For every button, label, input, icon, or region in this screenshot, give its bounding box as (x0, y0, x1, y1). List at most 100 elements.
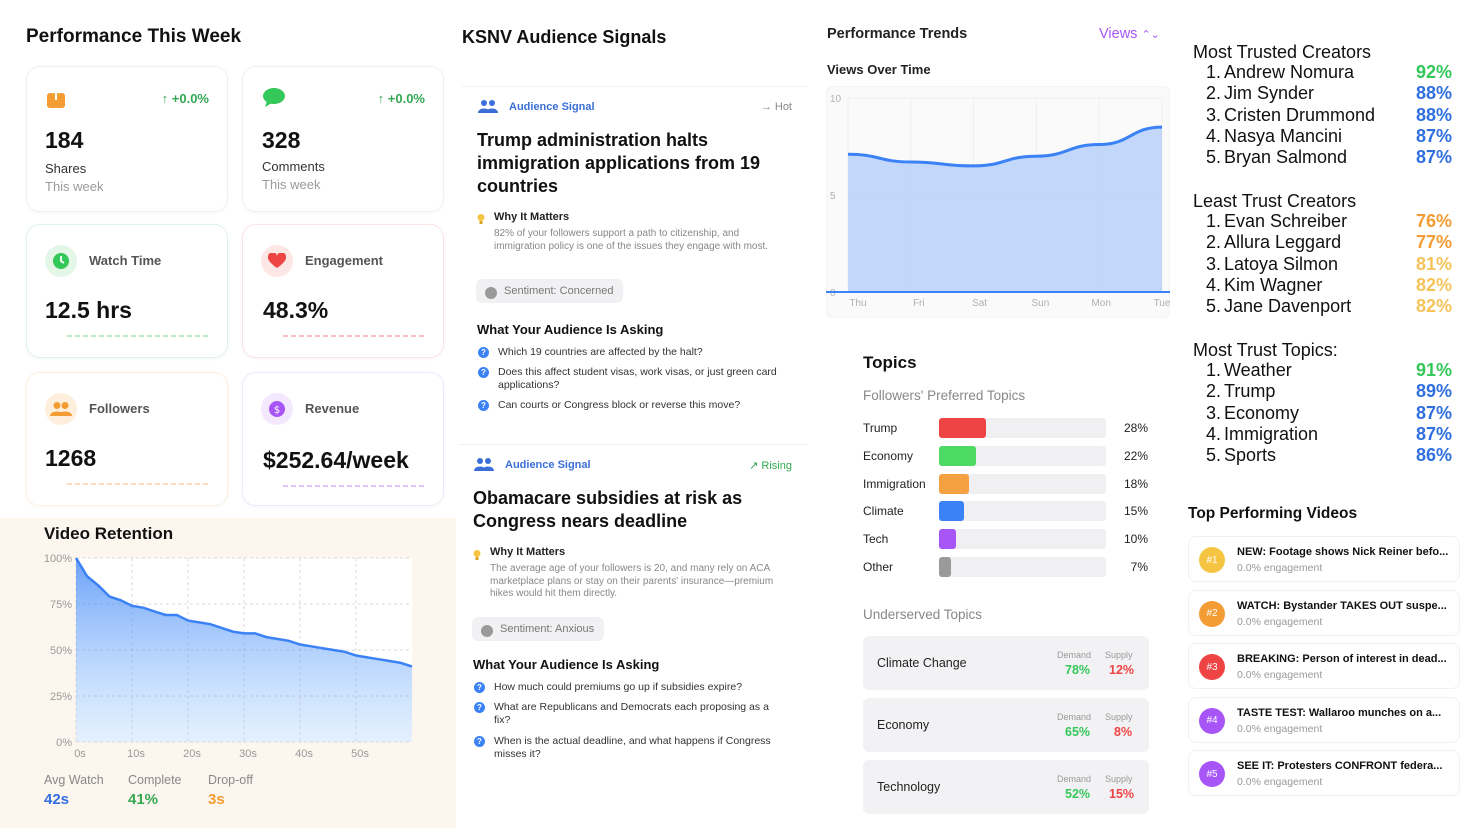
arrow-up-icon: ↑ (377, 91, 385, 106)
chevron-updown-icon: ⌃⌄ (1141, 29, 1160, 41)
dropoff-label: Drop-off (208, 773, 253, 787)
followers-sparkline (67, 483, 211, 485)
question-item: Which 19 countries are affected by the h… (478, 346, 778, 359)
video-rank-badge: #3 (1199, 654, 1225, 680)
question-item: Does this affect student visas, work vis… (478, 366, 778, 392)
least-trust-creator-rank: 3. (1206, 253, 1222, 274)
trust-topic-rank: 1. (1206, 360, 1222, 380)
shares-delta: +0.0% (171, 91, 209, 106)
engagement-card[interactable]: Engagement 48.3% (242, 224, 444, 358)
least-trust-creator-name: Kim Wagner (1224, 274, 1323, 295)
trust-topic-name: Economy (1224, 402, 1300, 423)
clock-icon (45, 245, 77, 277)
arrow-up-icon: ↑ (161, 91, 169, 106)
underserved-name: Climate Change (877, 656, 967, 670)
topics-title: Topics (863, 353, 917, 372)
video-item[interactable]: #3 BREAKING: Person of interest in dead..… (1188, 643, 1460, 689)
topic-pct: 7% (1130, 560, 1148, 574)
retention-chart: 0% 25% 50% 75% 100% 0s 10s 20s 30s 40s 50s (44, 553, 413, 760)
revenue-card[interactable]: $ Revenue $252.64/week (242, 372, 444, 506)
least-trust-creator-rank: 2. (1206, 232, 1222, 253)
followers-card[interactable]: Followers 1268 (26, 372, 228, 506)
retention-x-tick: 50s (351, 748, 369, 760)
trusted-creator-name: Andrew Nomura (1224, 62, 1355, 82)
people-icon (474, 457, 494, 471)
underserved-card[interactable]: Climate Change Demand 78% Supply 12% (863, 636, 1149, 690)
underserved-name: Economy (877, 718, 930, 732)
trusted-creator-pct: 92% (1415, 62, 1452, 82)
signal-card-1[interactable]: Audience Signal → Hot Trump administrati… (462, 86, 808, 422)
topic-label: Tech (863, 532, 889, 547)
video-item[interactable]: #4 TASTE TEST: Wallaroo munches on a... 0.… (1188, 696, 1460, 743)
least-trust-creator-pct: 81% (1415, 253, 1452, 274)
preferred-topics-title: Followers' Preferred Topics (863, 388, 1026, 403)
followers-value: 1268 (45, 445, 97, 471)
heart-icon (261, 245, 293, 277)
retention-y-tick: 100% (44, 553, 72, 565)
demand-value: 65% (1065, 725, 1091, 739)
least-trust-creator-name: Allura Leggard (1224, 232, 1342, 253)
views-y-tick: 5 (830, 191, 836, 202)
least-trust-creator-pct: 82% (1415, 274, 1452, 295)
revenue-value: $252.64/week (263, 447, 409, 473)
revenue-label: Revenue (305, 401, 360, 416)
retention-x-tick: 10s (127, 748, 145, 760)
demand-label: Demand (1057, 712, 1092, 722)
topic-bar (939, 557, 951, 577)
shares-card[interactable]: ↑ +0.0% 184 Shares This week (26, 66, 228, 212)
shares-value: 184 (45, 127, 84, 153)
comments-sub: This week (262, 177, 321, 192)
people-icon (478, 99, 498, 113)
retention-area (76, 558, 412, 742)
top-videos-title: Top Performing Videos (1188, 505, 1358, 522)
question-item: When is the actual deadline, and what ha… (474, 735, 774, 761)
trust-topic-name: Trump (1224, 381, 1276, 402)
trust-topic-pct: 86% (1415, 445, 1452, 466)
performance-title: Performance This Week (26, 26, 242, 47)
trust-topic-pct: 87% (1415, 423, 1452, 444)
least-trust-creator-pct: 76% (1415, 211, 1452, 231)
topic-pct: 22% (1123, 448, 1148, 463)
question-item: How much could premiums go up if subsidi… (474, 681, 774, 694)
underserved-card[interactable]: Technology Demand 52% Supply 15% (863, 760, 1149, 814)
trusted-creator-name: Nasya Mancini (1224, 125, 1343, 146)
video-title: NEW: Footage shows Nick Reiner befo... (1237, 546, 1449, 558)
topic-pct: 15% (1123, 504, 1148, 519)
complete-label: Complete (128, 773, 182, 787)
least-trust-creator-rank: 1. (1206, 211, 1222, 231)
trusted-creator-name: Cristen Drummond (1224, 104, 1376, 125)
comments-value: 328 (262, 127, 301, 153)
watch-time-card[interactable]: Watch Time 12.5 hrs (26, 224, 228, 358)
video-item[interactable]: #2 WATCH: Bystander TAKES OUT suspe... 0.0… (1188, 589, 1460, 636)
sentiment-badge: Sentiment: Anxious (472, 617, 605, 641)
views-y-tick: 0 (830, 288, 836, 299)
metric-selector[interactable]: Views ⌃⌄ (1099, 26, 1160, 42)
least-trust-creator-pct: 82% (1415, 296, 1452, 317)
revenue-sparkline (283, 485, 427, 487)
video-item[interactable]: #5 SEE IT: Protesters CONFRONT federa... 0… (1188, 750, 1460, 796)
comments-delta: +0.0% (387, 91, 425, 106)
question-item: What are Republicans and Democrats each … (474, 701, 774, 727)
demand-label: Demand (1057, 774, 1092, 784)
trusted-creator-rank: 5. (1206, 147, 1222, 168)
trust-topics-title: Most Trust Topics: (1193, 340, 1338, 360)
least-trust-creator-name: Latoya Silmon (1224, 253, 1339, 274)
topic-label: Economy (863, 448, 914, 463)
views-x-tick: Fri (913, 298, 925, 309)
question-item: Can courts or Congress block or reverse … (478, 399, 778, 412)
signal-tag: Audience Signal (509, 101, 595, 113)
video-item[interactable]: #1 NEW: Footage shows Nick Reiner befo...… (1188, 536, 1460, 582)
comments-card[interactable]: ↑ +0.0% 328 Comments This week (242, 66, 444, 212)
views-subtitle: Views Over Time (827, 62, 931, 77)
dollar-icon: $ (261, 393, 293, 425)
underserved-card[interactable]: Economy Demand 65% Supply 8% (863, 698, 1149, 752)
video-title: WATCH: Bystander TAKES OUT suspe... (1237, 599, 1447, 612)
shares-label: Shares (45, 161, 87, 176)
watch-time-value: 12.5 hrs (45, 297, 132, 323)
dropoff-value: 3s (208, 791, 225, 808)
topic-label: Trump (863, 421, 898, 435)
video-engagement: 0.0% engagement (1237, 722, 1323, 735)
signal-card-2[interactable]: Audience Signal ↗ Rising Obamacare subsi… (458, 444, 808, 774)
least-trust-creator-pct: 77% (1415, 232, 1452, 253)
views-x-tick: Mon (1091, 298, 1110, 309)
